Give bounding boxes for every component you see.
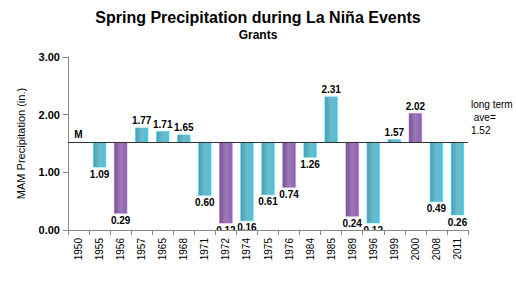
svg-text:1976: 1976 [284, 238, 295, 261]
svg-text:1968: 1968 [178, 238, 189, 261]
svg-text:1950: 1950 [73, 238, 84, 261]
svg-text:1.00: 1.00 [39, 166, 60, 178]
svg-text:long term: long term [471, 99, 513, 110]
svg-text:2.00: 2.00 [39, 109, 60, 121]
svg-text:2.02: 2.02 [406, 101, 426, 112]
svg-text:Spring Precipitation during La: Spring Precipitation during La Niña Even… [95, 9, 420, 26]
svg-text:1996: 1996 [368, 238, 379, 261]
svg-text:1974: 1974 [241, 238, 252, 261]
svg-text:1971: 1971 [199, 238, 210, 261]
svg-text:0.12: 0.12 [216, 225, 236, 236]
svg-text:1956: 1956 [115, 238, 126, 261]
svg-text:0.49: 0.49 [427, 203, 447, 214]
svg-text:0.26: 0.26 [448, 217, 468, 228]
svg-text:1.57: 1.57 [385, 127, 405, 138]
svg-text:1975: 1975 [263, 238, 274, 261]
svg-text:1985: 1985 [326, 238, 337, 261]
svg-text:1965: 1965 [157, 238, 168, 261]
svg-text:1984: 1984 [305, 238, 316, 261]
svg-text:0.12: 0.12 [364, 225, 384, 236]
svg-text:0.24: 0.24 [342, 218, 362, 229]
svg-text:0.00: 0.00 [39, 224, 60, 236]
svg-text:1955: 1955 [94, 238, 105, 261]
svg-text:MAM Precipitation (in.): MAM Precipitation (in.) [15, 88, 27, 199]
svg-text:1.65: 1.65 [174, 122, 194, 133]
svg-text:2.31: 2.31 [321, 84, 341, 95]
svg-text:0.74: 0.74 [279, 189, 299, 200]
svg-text:ave=: ave= [471, 112, 496, 123]
svg-text:1.26: 1.26 [300, 159, 320, 170]
svg-text:1.77: 1.77 [132, 115, 152, 126]
svg-text:3.00: 3.00 [39, 51, 60, 63]
svg-text:0.60: 0.60 [195, 197, 215, 208]
svg-text:M: M [74, 129, 82, 140]
svg-text:2011: 2011 [452, 238, 463, 260]
svg-text:1957: 1957 [136, 238, 147, 261]
svg-text:0.61: 0.61 [258, 196, 278, 207]
svg-text:Grants: Grants [239, 28, 278, 42]
svg-text:0.29: 0.29 [111, 215, 131, 226]
svg-text:1989: 1989 [347, 238, 358, 261]
svg-text:1.71: 1.71 [153, 119, 173, 130]
svg-text:1.52: 1.52 [471, 125, 491, 136]
svg-text:1999: 1999 [389, 238, 400, 261]
svg-text:1972: 1972 [220, 238, 231, 261]
svg-text:2008: 2008 [431, 238, 442, 261]
svg-text:0.16: 0.16 [237, 222, 257, 233]
svg-text:1.09: 1.09 [90, 169, 110, 180]
svg-text:2000: 2000 [410, 238, 421, 261]
